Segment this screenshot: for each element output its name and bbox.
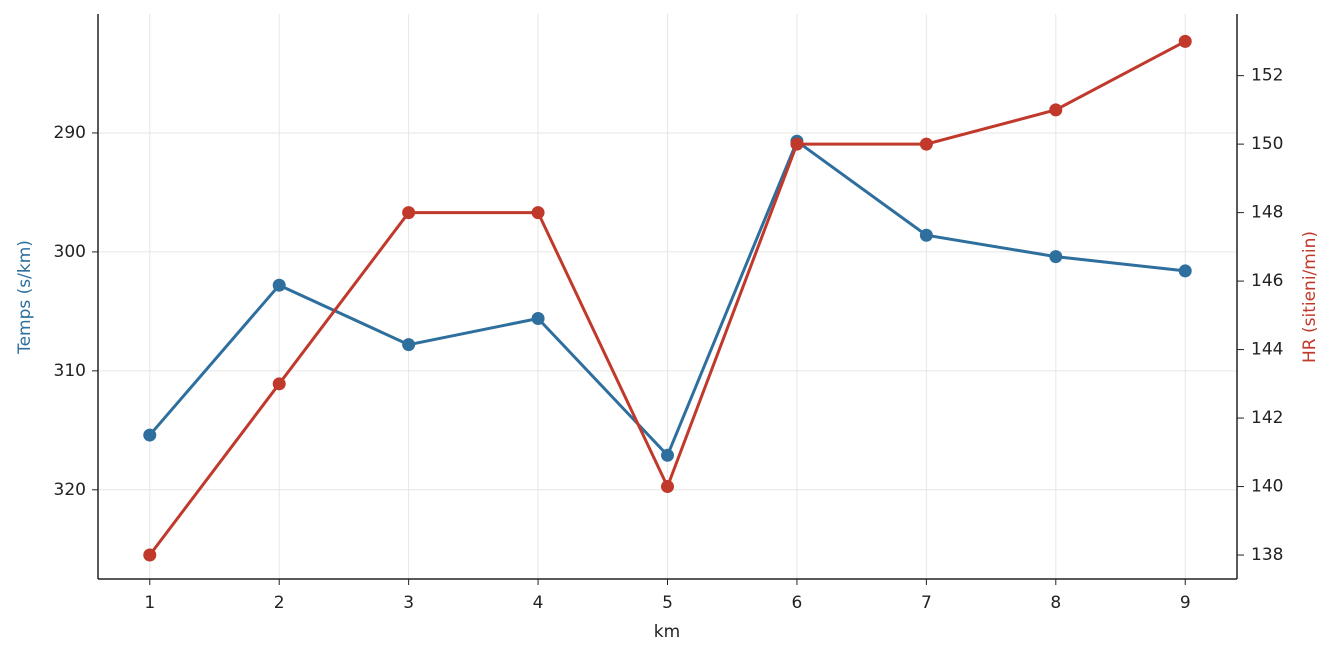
y2-tick-label: 142 — [1251, 408, 1283, 428]
y2-tick-label: 140 — [1251, 477, 1283, 497]
point — [661, 448, 674, 462]
point — [143, 428, 157, 442]
y2-tick-label: 146 — [1251, 271, 1283, 291]
y2-tick-label: 144 — [1251, 340, 1283, 360]
point — [272, 377, 286, 391]
y-tick-label: 310 — [54, 361, 86, 381]
point — [143, 548, 157, 562]
point — [790, 137, 804, 151]
y-tick-label: 290 — [54, 123, 86, 143]
x-tick-label: 9 — [1180, 593, 1191, 613]
point — [272, 278, 286, 292]
x-tick-label: 5 — [662, 593, 673, 613]
y-tick-label: 320 — [54, 480, 86, 500]
x-tick-label: 3 — [403, 593, 414, 613]
point — [1049, 250, 1063, 264]
y2-tick-label: 152 — [1251, 66, 1283, 86]
point — [402, 338, 416, 352]
y-tick-label: 300 — [54, 242, 86, 262]
point — [531, 312, 545, 326]
y-axis-label: Temps (s/km) — [15, 240, 35, 355]
y2-axis-label: HR (sitieni/min) — [1300, 231, 1320, 363]
x-tick-label: 6 — [792, 593, 803, 613]
x-tick-label: 4 — [533, 593, 544, 613]
x-tick-label: 2 — [274, 593, 285, 613]
point — [1178, 264, 1192, 278]
x-tick-label: 8 — [1050, 593, 1061, 613]
y2-tick-label: 148 — [1251, 203, 1283, 223]
x-tick-label: 7 — [921, 593, 932, 613]
point — [919, 137, 933, 151]
point — [402, 206, 416, 220]
x-axis-label: km — [654, 622, 680, 642]
x-tick-label: 1 — [144, 593, 155, 613]
point — [919, 228, 933, 242]
point — [1049, 103, 1063, 117]
y2-tick-label: 150 — [1251, 134, 1283, 154]
point — [531, 206, 545, 220]
y2-tick-label: 138 — [1251, 545, 1283, 565]
point — [661, 480, 674, 494]
point — [1178, 34, 1192, 48]
